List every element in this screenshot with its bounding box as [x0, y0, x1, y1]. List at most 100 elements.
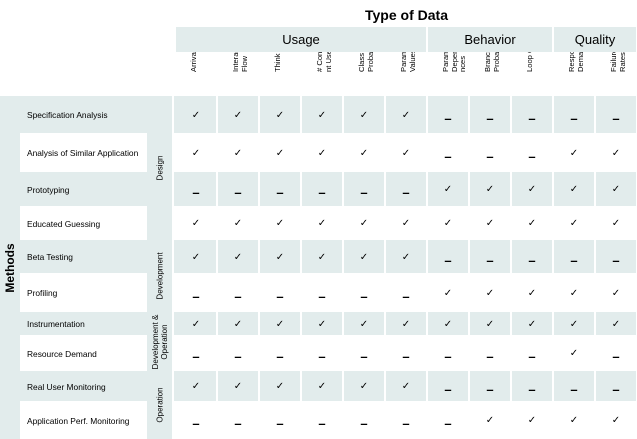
- table-cell: ✓: [302, 371, 344, 402]
- table-cell: –: [260, 336, 302, 371]
- check-icon: ✓: [233, 109, 243, 121]
- table-cell: ✓: [596, 134, 637, 172]
- column-header-label: Paramete r Depende nces: [441, 52, 468, 72]
- check-icon: ✓: [359, 381, 369, 392]
- table-cell: –: [176, 336, 218, 371]
- dash-icon: –: [234, 185, 242, 200]
- dash-icon: –: [486, 148, 494, 164]
- dash-icon: –: [192, 349, 200, 364]
- table-cell: ✓: [260, 312, 302, 336]
- table-cell: –: [512, 336, 554, 371]
- check-icon: ✓: [275, 147, 285, 159]
- check-icon: ✓: [191, 147, 201, 159]
- table-cell: –: [344, 172, 386, 207]
- phase-label: Development & Operation: [150, 314, 169, 369]
- table-cell: –: [554, 240, 596, 274]
- table-cell: –: [302, 402, 344, 439]
- check-icon: ✓: [275, 381, 285, 392]
- dash-icon: –: [360, 185, 368, 200]
- column-group-header: Behavior: [428, 27, 554, 52]
- table-cell: –: [428, 402, 470, 439]
- check-icon: ✓: [275, 109, 285, 121]
- table-cell: ✓: [554, 134, 596, 172]
- dash-icon: –: [402, 185, 410, 200]
- check-icon: ✓: [611, 218, 621, 229]
- table-cell: ✓: [302, 240, 344, 274]
- column-header: Loop Counts: [512, 52, 554, 96]
- dash-icon: –: [612, 110, 620, 126]
- check-icon: ✓: [401, 381, 411, 392]
- table-cell: –: [596, 371, 637, 402]
- column-header-label: Respons e Demands: [567, 52, 585, 72]
- column-header: Failure Rates: [596, 52, 637, 96]
- phase-label-cell: Development & Operation: [147, 312, 174, 371]
- dash-icon: –: [402, 349, 410, 364]
- dash-icon: –: [444, 148, 452, 164]
- check-icon: ✓: [317, 147, 327, 159]
- table-cell: –: [470, 240, 512, 274]
- dash-icon: –: [528, 349, 536, 364]
- check-icon: ✓: [191, 381, 201, 392]
- check-icon: ✓: [401, 218, 411, 229]
- table-cell: ✓: [596, 207, 637, 240]
- check-icon: ✓: [317, 251, 327, 263]
- table-cell: ✓: [176, 312, 218, 336]
- row-separator: [20, 370, 637, 371]
- check-icon: ✓: [191, 318, 201, 330]
- methods-axis: Methods: [0, 96, 20, 439]
- table-cell: ✓: [596, 274, 637, 312]
- table-cell: ✓: [344, 207, 386, 240]
- table-cell: –: [428, 134, 470, 172]
- dash-icon: –: [528, 382, 536, 397]
- check-icon: ✓: [359, 109, 369, 121]
- check-icon: ✓: [611, 287, 621, 299]
- dash-icon: –: [360, 288, 368, 304]
- table-cell: ✓: [554, 207, 596, 240]
- dash-icon: –: [276, 349, 284, 364]
- table-cell: ✓: [428, 207, 470, 240]
- phase-label-cell: Design: [147, 96, 174, 240]
- table-cell: ✓: [218, 96, 260, 134]
- column-header-label: Paramete r Values: [399, 52, 417, 72]
- table-cell: ✓: [176, 134, 218, 172]
- check-icon: ✓: [611, 415, 621, 426]
- column-group-header: Usage: [176, 27, 428, 52]
- phase-label-cell: Operation: [147, 371, 174, 439]
- table-cell: ✓: [260, 96, 302, 134]
- table-cell: –: [386, 172, 428, 207]
- column-header: Arrival Rate: [176, 52, 218, 96]
- phase-label: Design: [155, 155, 164, 181]
- table-cell: –: [512, 240, 554, 274]
- column-header: Paramete r Values: [386, 52, 428, 96]
- dash-icon: –: [318, 288, 326, 304]
- check-icon: ✓: [527, 415, 537, 426]
- table-cell: –: [344, 274, 386, 312]
- table-cell: ✓: [596, 402, 637, 439]
- dash-icon: –: [528, 148, 536, 164]
- column-header-label: Arrival Rate: [189, 52, 198, 72]
- check-icon: ✓: [401, 251, 411, 263]
- table-cell: –: [428, 336, 470, 371]
- table-cell: ✓: [260, 134, 302, 172]
- dash-icon: –: [234, 416, 242, 431]
- table-cell: –: [218, 172, 260, 207]
- table-cell: ✓: [470, 172, 512, 207]
- column-header: Respons e Demands: [554, 52, 596, 96]
- table-cell: –: [176, 274, 218, 312]
- check-icon: ✓: [401, 109, 411, 121]
- check-icon: ✓: [233, 218, 243, 229]
- table-cell: ✓: [554, 172, 596, 207]
- table-cell: –: [386, 274, 428, 312]
- check-icon: ✓: [443, 184, 453, 195]
- table-cell: ✓: [512, 172, 554, 207]
- dash-icon: –: [612, 252, 620, 268]
- method-name: Beta Testing: [27, 252, 73, 262]
- table-cell: ✓: [470, 402, 512, 439]
- method-name: Application Perf. Monitoring: [27, 415, 130, 426]
- check-icon: ✓: [191, 109, 201, 121]
- table-cell: –: [302, 172, 344, 207]
- table-cell: ✓: [344, 134, 386, 172]
- column-header: Branch Probabilit ies: [470, 52, 512, 96]
- dash-icon: –: [570, 382, 578, 397]
- table-cell: ✓: [470, 312, 512, 336]
